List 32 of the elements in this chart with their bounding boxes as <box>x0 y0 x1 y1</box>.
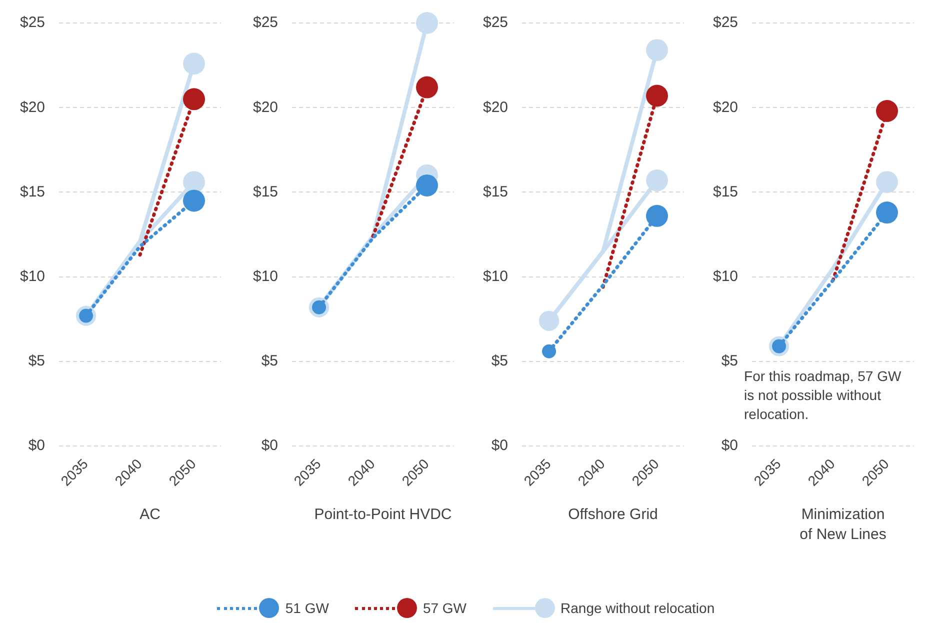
y-tick-label: $20 <box>252 98 278 116</box>
y-tick-label: $10 <box>712 268 738 285</box>
y-tick-label: $25 <box>482 14 508 32</box>
y-tick-label: $20 <box>712 98 738 116</box>
x-axis-title: Point-to-Point HVDC <box>313 505 453 525</box>
x-axis-title: Minimization of New Lines <box>798 505 888 545</box>
y-tick-label: $10 <box>482 268 508 285</box>
x-axis-title: Offshore Grid <box>567 505 659 525</box>
y-tick-label: $20 <box>482 98 508 116</box>
y-tick-label: $5 <box>261 352 278 370</box>
y-tick-label: $15 <box>20 183 46 200</box>
x-axis-title: AC <box>138 505 162 525</box>
y-tick-label: $10 <box>252 268 278 285</box>
y-tick-label: $10 <box>20 268 46 285</box>
y-tick-label: $25 <box>712 14 738 32</box>
y-tick-label: $15 <box>252 183 278 200</box>
y-tick-label: $5 <box>491 352 508 370</box>
y-tick-label: $25 <box>20 14 46 32</box>
annotation: For this roadmap, 57 GW is not possible without relocation. <box>744 367 902 424</box>
y-tick-label: $25 <box>252 14 278 32</box>
legend-label: Range without relocation <box>560 600 715 616</box>
legend-label: 57 GW <box>422 600 467 616</box>
y-tick-label: $5 <box>721 352 738 370</box>
y-tick-label: $20 <box>20 98 46 116</box>
y-tick-label: $15 <box>712 183 738 200</box>
y-tick-label: $5 <box>28 352 46 370</box>
y-tick-label: $15 <box>482 183 508 200</box>
y-tick-label: $0 <box>28 437 46 454</box>
y-tick-label: $0 <box>721 437 738 454</box>
y-tick-label: $0 <box>491 437 508 454</box>
legend-label: 51 GW <box>285 600 329 616</box>
y-tick-label: $0 <box>261 437 278 454</box>
